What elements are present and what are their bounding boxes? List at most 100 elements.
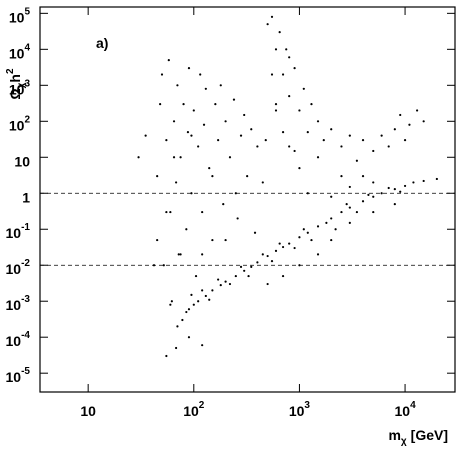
point — [288, 242, 291, 245]
point — [181, 318, 184, 322]
tick-base: 1 — [22, 189, 30, 205]
point — [372, 210, 375, 214]
tick-base: 10 — [6, 297, 22, 313]
point — [408, 123, 411, 126]
point — [281, 73, 285, 76]
tick-base: 10 — [6, 333, 22, 349]
tick-base: 10 — [9, 117, 25, 133]
tick-label: 10 — [14, 153, 30, 169]
point — [380, 192, 383, 195]
tick-base: 10 — [6, 369, 22, 385]
tick-base: 10 — [183, 403, 199, 419]
annotation: a) — [96, 35, 108, 51]
tick-label: 104 — [9, 42, 31, 61]
point — [228, 156, 232, 159]
point — [204, 294, 207, 298]
point — [211, 174, 214, 178]
point — [192, 109, 195, 112]
point — [316, 120, 320, 123]
point — [187, 67, 191, 70]
point — [169, 210, 172, 214]
point — [177, 253, 180, 256]
point — [288, 56, 291, 59]
point — [162, 264, 165, 267]
point — [325, 221, 328, 225]
point — [322, 139, 325, 142]
point — [224, 238, 227, 242]
point — [165, 354, 168, 358]
point — [298, 167, 301, 170]
point — [201, 253, 204, 256]
point — [270, 73, 274, 76]
point — [172, 120, 176, 123]
tick-base: 10 — [6, 261, 22, 277]
point — [372, 149, 375, 153]
point — [208, 167, 211, 170]
point — [253, 231, 257, 234]
x-label-sub: χ — [401, 436, 407, 447]
point — [316, 156, 320, 159]
tick-exponent: 3 — [24, 78, 30, 89]
point — [264, 139, 267, 142]
point — [266, 23, 269, 26]
point — [186, 131, 190, 134]
point — [137, 156, 140, 159]
point — [165, 210, 168, 214]
x-label-unit: [GeV] — [411, 427, 448, 443]
tick-label: 1 — [22, 189, 30, 205]
point — [175, 181, 178, 184]
point — [422, 179, 425, 183]
point — [393, 188, 396, 191]
point — [306, 131, 309, 134]
point — [380, 134, 383, 137]
point — [256, 145, 259, 148]
point — [243, 113, 246, 117]
point — [217, 278, 220, 281]
point — [293, 67, 296, 70]
point — [270, 15, 274, 18]
point — [393, 202, 396, 206]
point — [348, 185, 351, 189]
point — [302, 228, 305, 231]
point — [175, 346, 178, 350]
y-label-sub: χ — [16, 82, 27, 88]
y-label-main: h — [7, 74, 23, 83]
point — [278, 242, 281, 245]
point — [399, 190, 402, 193]
point — [170, 300, 173, 303]
point — [201, 344, 204, 347]
point — [190, 192, 193, 195]
point — [393, 128, 396, 131]
tick-exponent: 3 — [304, 400, 310, 411]
point — [348, 134, 351, 137]
point — [182, 103, 185, 106]
point — [239, 134, 243, 137]
point — [298, 236, 301, 239]
point — [372, 195, 375, 198]
point — [219, 84, 222, 87]
point — [187, 336, 191, 339]
point — [298, 109, 301, 112]
point — [256, 261, 259, 264]
point — [179, 156, 182, 159]
point — [412, 181, 415, 184]
point — [167, 59, 170, 62]
tick-label: 10 — [80, 403, 96, 419]
tick-exponent: 4 — [24, 42, 30, 53]
point — [435, 177, 438, 181]
point — [274, 249, 278, 253]
tick-label: 102 — [183, 400, 205, 419]
point — [232, 98, 236, 101]
tick-exponent: -5 — [21, 366, 30, 377]
point — [281, 274, 285, 278]
point — [302, 87, 305, 90]
point — [187, 308, 191, 311]
point — [222, 202, 225, 206]
tick-label: 103 — [9, 78, 31, 97]
point — [372, 181, 375, 184]
tick-label: 10-4 — [6, 330, 31, 349]
point — [340, 174, 343, 178]
point — [330, 195, 333, 198]
point — [201, 210, 204, 214]
point — [192, 303, 195, 306]
